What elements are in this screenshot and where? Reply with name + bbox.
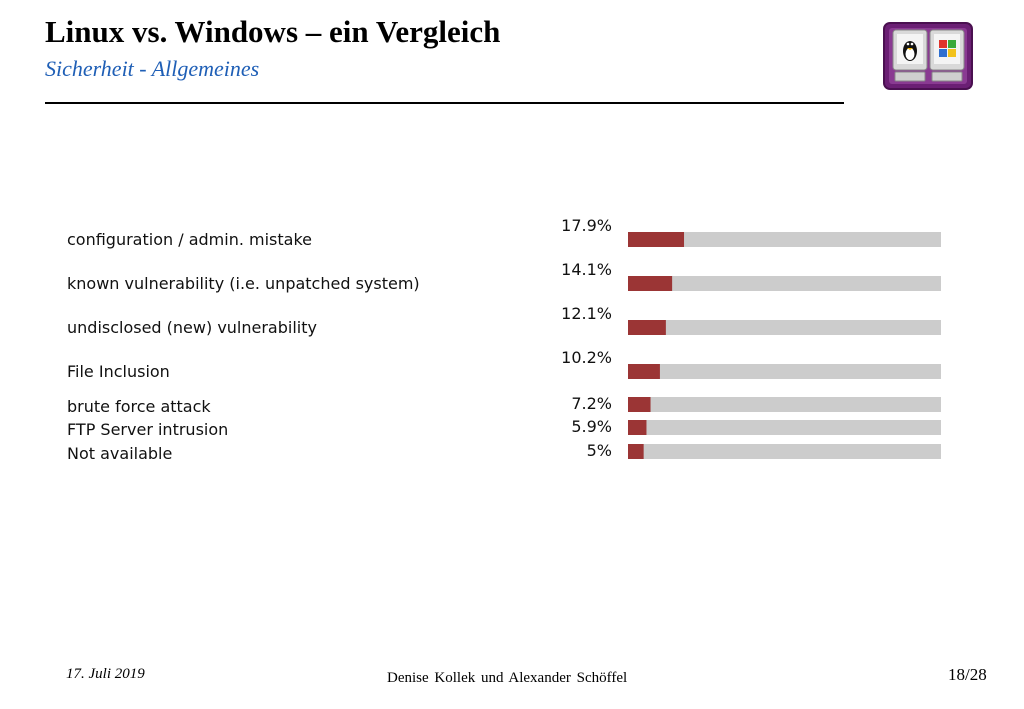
category-label: undisclosed (new) vulnerability — [67, 318, 317, 337]
bar — [628, 420, 647, 435]
bar-track — [628, 444, 941, 459]
linux-windows-logo — [883, 22, 973, 90]
value-label: 14.1% — [561, 260, 612, 279]
windows-logo-computer-icon — [929, 29, 965, 82]
value-label: 7.2% — [571, 394, 612, 413]
bar — [628, 397, 651, 412]
bar-track — [628, 232, 941, 247]
bar-track — [628, 276, 941, 291]
bar — [628, 444, 644, 459]
footer-authors: Denise Kollek und Alexander Schöffel — [387, 670, 628, 686]
value-label: 5.9% — [571, 417, 612, 436]
bar — [628, 364, 660, 379]
value-label: 10.2% — [561, 348, 612, 367]
title-rule — [45, 102, 844, 104]
bar — [628, 232, 685, 247]
category-label: configuration / admin. mistake — [67, 230, 312, 249]
category-label: known vulnerability (i.e. unpatched syst… — [67, 274, 420, 293]
footer-page-number: 18/28 — [948, 665, 987, 684]
category-label: FTP Server intrusion — [67, 420, 228, 439]
category-label: Not available — [67, 444, 172, 463]
bar-track — [628, 420, 941, 435]
value-label: 17.9% — [561, 216, 612, 235]
value-label: 12.1% — [561, 304, 612, 323]
bar — [628, 276, 673, 291]
category-label: File Inclusion — [67, 362, 170, 381]
category-label: brute force attack — [67, 397, 211, 416]
slide-subtitle: Sicherheit - Allgemeines — [45, 56, 260, 81]
bar — [628, 320, 666, 335]
footer-date: 17. Juli 2019 — [66, 666, 145, 682]
bar-track — [628, 364, 941, 379]
linux-penguin-computer-icon — [892, 29, 928, 82]
bar-track — [628, 320, 941, 335]
value-label: 5% — [587, 441, 612, 460]
slide-title: Linux vs. Windows – ein Vergleich — [45, 14, 501, 49]
bar-track — [628, 397, 941, 412]
